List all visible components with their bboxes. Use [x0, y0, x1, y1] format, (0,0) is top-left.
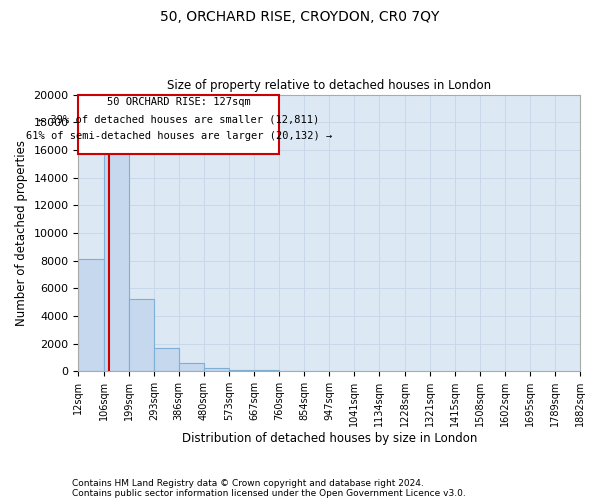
- Bar: [204, 368, 229, 371]
- Bar: [128, 300, 154, 371]
- Bar: [179, 363, 204, 371]
- Bar: [229, 370, 254, 371]
- Text: 50 ORCHARD RISE: 127sqm: 50 ORCHARD RISE: 127sqm: [107, 98, 251, 108]
- Text: Contains public sector information licensed under the Open Government Licence v3: Contains public sector information licen…: [72, 488, 466, 498]
- Text: 61% of semi-detached houses are larger (20,132) →: 61% of semi-detached houses are larger (…: [26, 132, 332, 141]
- Title: Size of property relative to detached houses in London: Size of property relative to detached ho…: [167, 79, 491, 92]
- Text: 50, ORCHARD RISE, CROYDON, CR0 7QY: 50, ORCHARD RISE, CROYDON, CR0 7QY: [160, 10, 440, 24]
- Text: ← 39% of detached houses are smaller (12,811): ← 39% of detached houses are smaller (12…: [38, 114, 319, 124]
- Bar: [104, 136, 128, 371]
- Bar: [79, 94, 279, 154]
- Bar: [279, 370, 304, 371]
- Y-axis label: Number of detached properties: Number of detached properties: [15, 140, 28, 326]
- Bar: [79, 259, 104, 371]
- Text: Contains HM Land Registry data © Crown copyright and database right 2024.: Contains HM Land Registry data © Crown c…: [72, 478, 424, 488]
- X-axis label: Distribution of detached houses by size in London: Distribution of detached houses by size …: [182, 432, 477, 445]
- Bar: [154, 348, 179, 371]
- Bar: [254, 370, 279, 371]
